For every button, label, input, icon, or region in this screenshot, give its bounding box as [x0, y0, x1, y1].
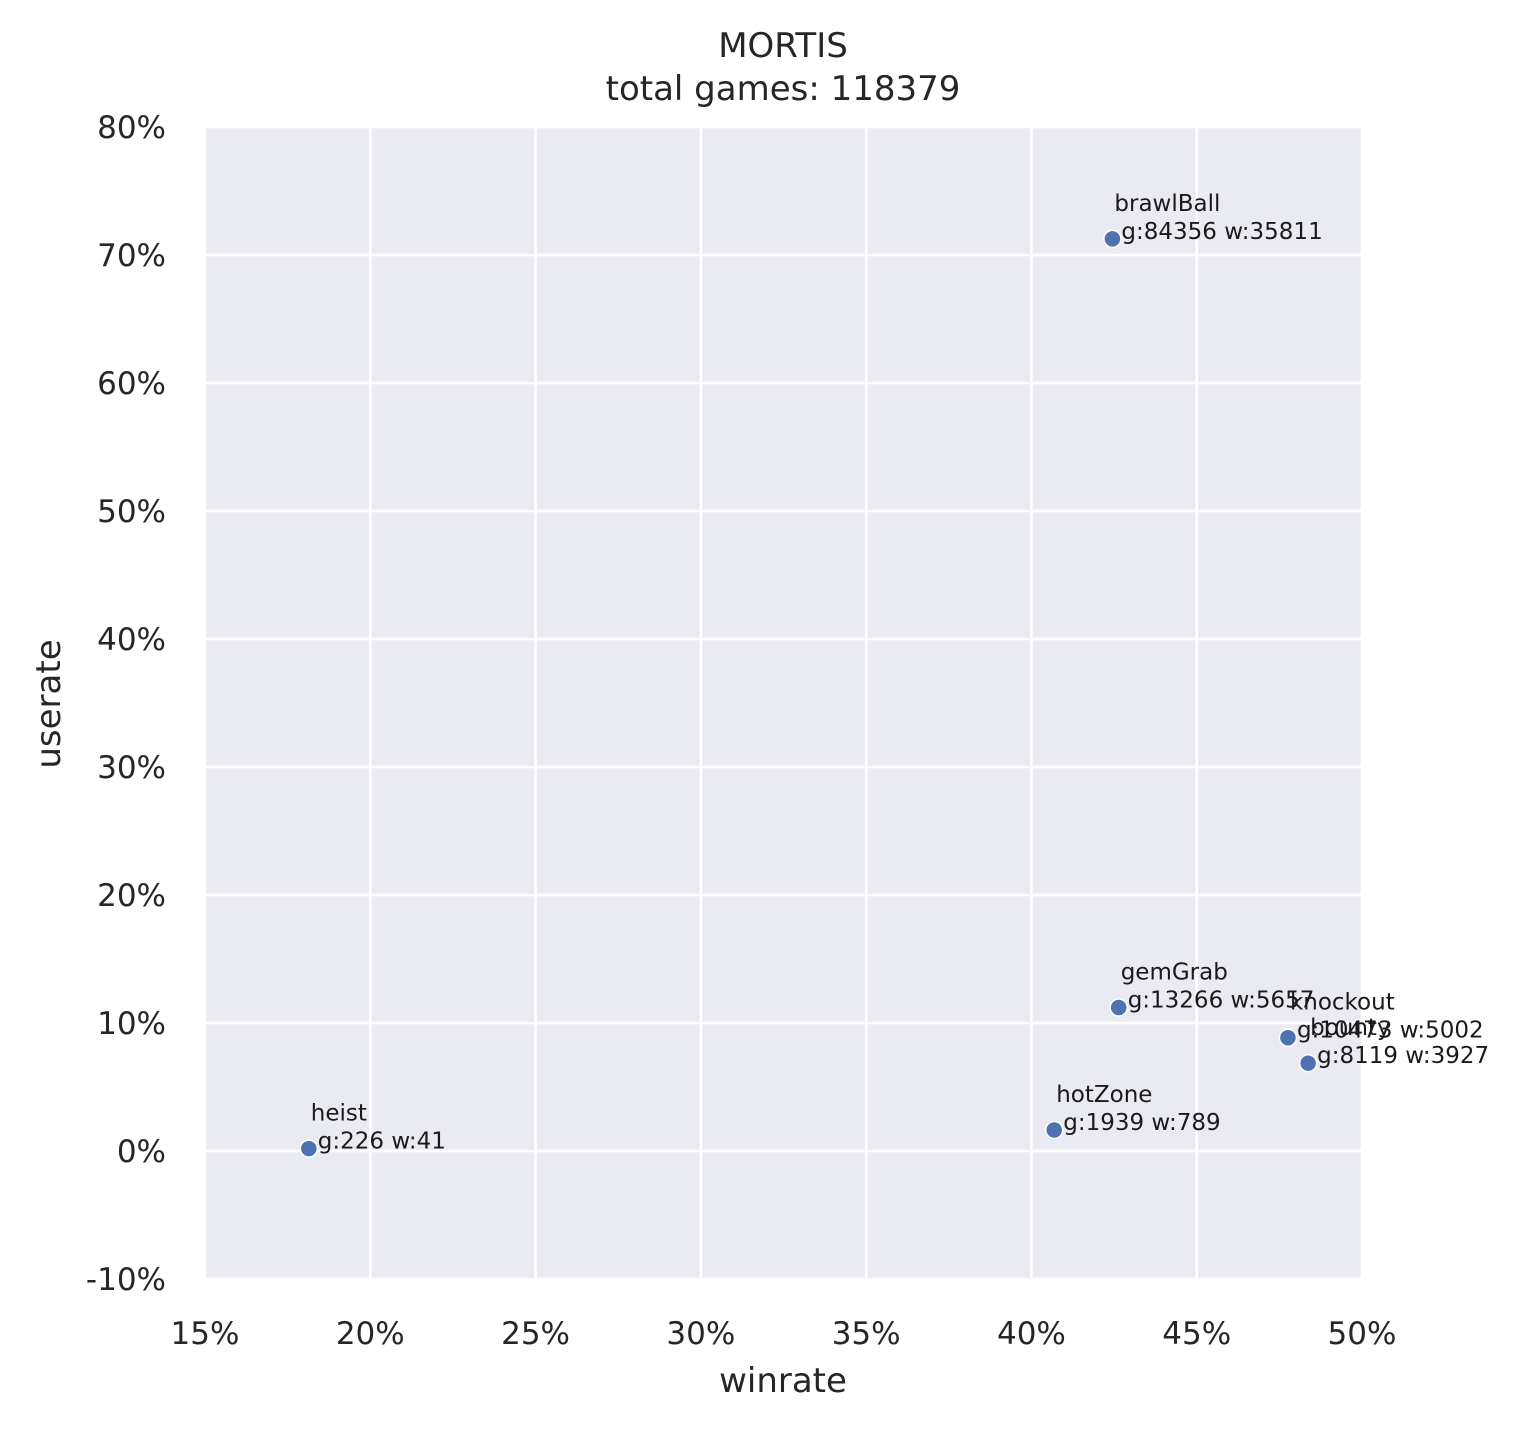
y-axis-ticks: -10% 0% 10% 20% 30% 40% 50% 60% 70% 80%: [86, 110, 166, 1298]
x-tick-label: 35%: [832, 1316, 901, 1352]
point-label-heist: heist: [311, 1101, 367, 1127]
y-tick-label: 50%: [97, 494, 166, 530]
point-label-bounty: bounty: [1310, 1015, 1390, 1041]
x-tick-label: 25%: [501, 1316, 570, 1352]
y-tick-label: 70%: [97, 238, 166, 274]
y-tick-label: 80%: [97, 110, 166, 146]
chart-subtitle: total games: 118379: [606, 69, 961, 109]
chart-title: MORTIS: [718, 26, 848, 66]
x-tick-label: 40%: [997, 1316, 1066, 1352]
point-stats-bounty: g:8119 w:3927: [1317, 1043, 1489, 1069]
x-tick-label: 45%: [1162, 1316, 1231, 1352]
scatter-point-bounty: [1298, 1053, 1318, 1073]
point-stats-brawlBall: g:84356 w:35811: [1121, 219, 1322, 245]
point-stats-gemGrab: g:13266 w:5657: [1128, 988, 1315, 1014]
x-tick-label: 50%: [1328, 1316, 1397, 1352]
y-tick-label: -10%: [86, 1262, 166, 1298]
point-label-hotZone: hotZone: [1056, 1082, 1152, 1108]
scatter-point-hotZone: [1044, 1120, 1064, 1140]
scatter-point-brawlBall: [1103, 229, 1122, 249]
point-stats-heist: g:226 w:41: [318, 1129, 446, 1155]
x-axis-label: winrate: [719, 1361, 847, 1401]
y-tick-label: 10%: [97, 1006, 166, 1042]
x-tick-label: 20%: [336, 1316, 405, 1352]
y-tick-label: 20%: [97, 878, 166, 914]
scatter-point-gemGrab: [1109, 998, 1128, 1017]
point-stats-hotZone: g:1939 w:789: [1063, 1110, 1220, 1136]
point-label-knockout: knockout: [1290, 990, 1395, 1016]
scatter-point-knockout: [1278, 1028, 1298, 1047]
x-tick-label: 15%: [171, 1316, 240, 1352]
scatter-point-heist: [299, 1139, 319, 1158]
x-axis-ticks: 15% 20% 25% 30% 35% 40% 45% 50%: [171, 1316, 1397, 1352]
point-label-gemGrab: gemGrab: [1121, 960, 1228, 986]
y-tick-label: 60%: [97, 366, 166, 402]
point-label-brawlBall: brawlBall: [1114, 191, 1220, 217]
y-tick-label: 0%: [117, 1134, 166, 1170]
y-tick-label: 30%: [97, 750, 166, 786]
point-stats-knockout: g:10473 w:5002: [1297, 1018, 1484, 1044]
grid-lines: [203, 125, 1364, 1281]
y-tick-label: 40%: [97, 622, 166, 658]
x-tick-label: 30%: [666, 1316, 735, 1352]
plot-background: [205, 127, 1362, 1279]
y-axis-label: userate: [29, 639, 69, 768]
